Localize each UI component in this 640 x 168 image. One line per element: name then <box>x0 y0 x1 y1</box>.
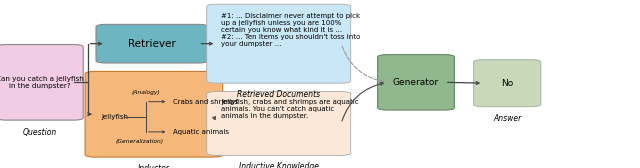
FancyBboxPatch shape <box>207 92 351 155</box>
Text: Question: Question <box>23 128 57 137</box>
FancyBboxPatch shape <box>0 45 83 120</box>
Text: Jellyfish: Jellyfish <box>101 114 128 120</box>
Text: Answer: Answer <box>493 114 522 123</box>
Text: Can you catch a jellyfish
in the dumpster?: Can you catch a jellyfish in the dumpste… <box>0 76 84 89</box>
Text: Jellyfish, crabs and shrimps are aquatic
animals. You can't catch aquatic
animal: Jellyfish, crabs and shrimps are aquatic… <box>221 99 359 119</box>
Text: Aquatic animals: Aquatic animals <box>173 129 230 135</box>
Text: Crabs and shrimps: Crabs and shrimps <box>173 99 239 105</box>
FancyBboxPatch shape <box>378 55 454 110</box>
Text: Retriever: Retriever <box>128 39 176 49</box>
FancyBboxPatch shape <box>85 71 223 157</box>
Text: Inductive Knowledge: Inductive Knowledge <box>239 162 319 168</box>
Text: Retrieved Documents: Retrieved Documents <box>237 90 320 99</box>
Text: (Generalization): (Generalization) <box>115 139 164 144</box>
Text: #1: ... Disclaimer never attempt to pick
up a jellyfish unless you are 100%
cert: #1: ... Disclaimer never attempt to pick… <box>221 13 361 47</box>
Text: Generator: Generator <box>393 78 439 87</box>
FancyBboxPatch shape <box>474 60 541 107</box>
Text: Inductor: Inductor <box>138 164 170 168</box>
Text: No: No <box>501 79 513 88</box>
FancyBboxPatch shape <box>207 4 351 83</box>
FancyBboxPatch shape <box>96 24 208 63</box>
Text: (Analogy): (Analogy) <box>132 90 160 95</box>
